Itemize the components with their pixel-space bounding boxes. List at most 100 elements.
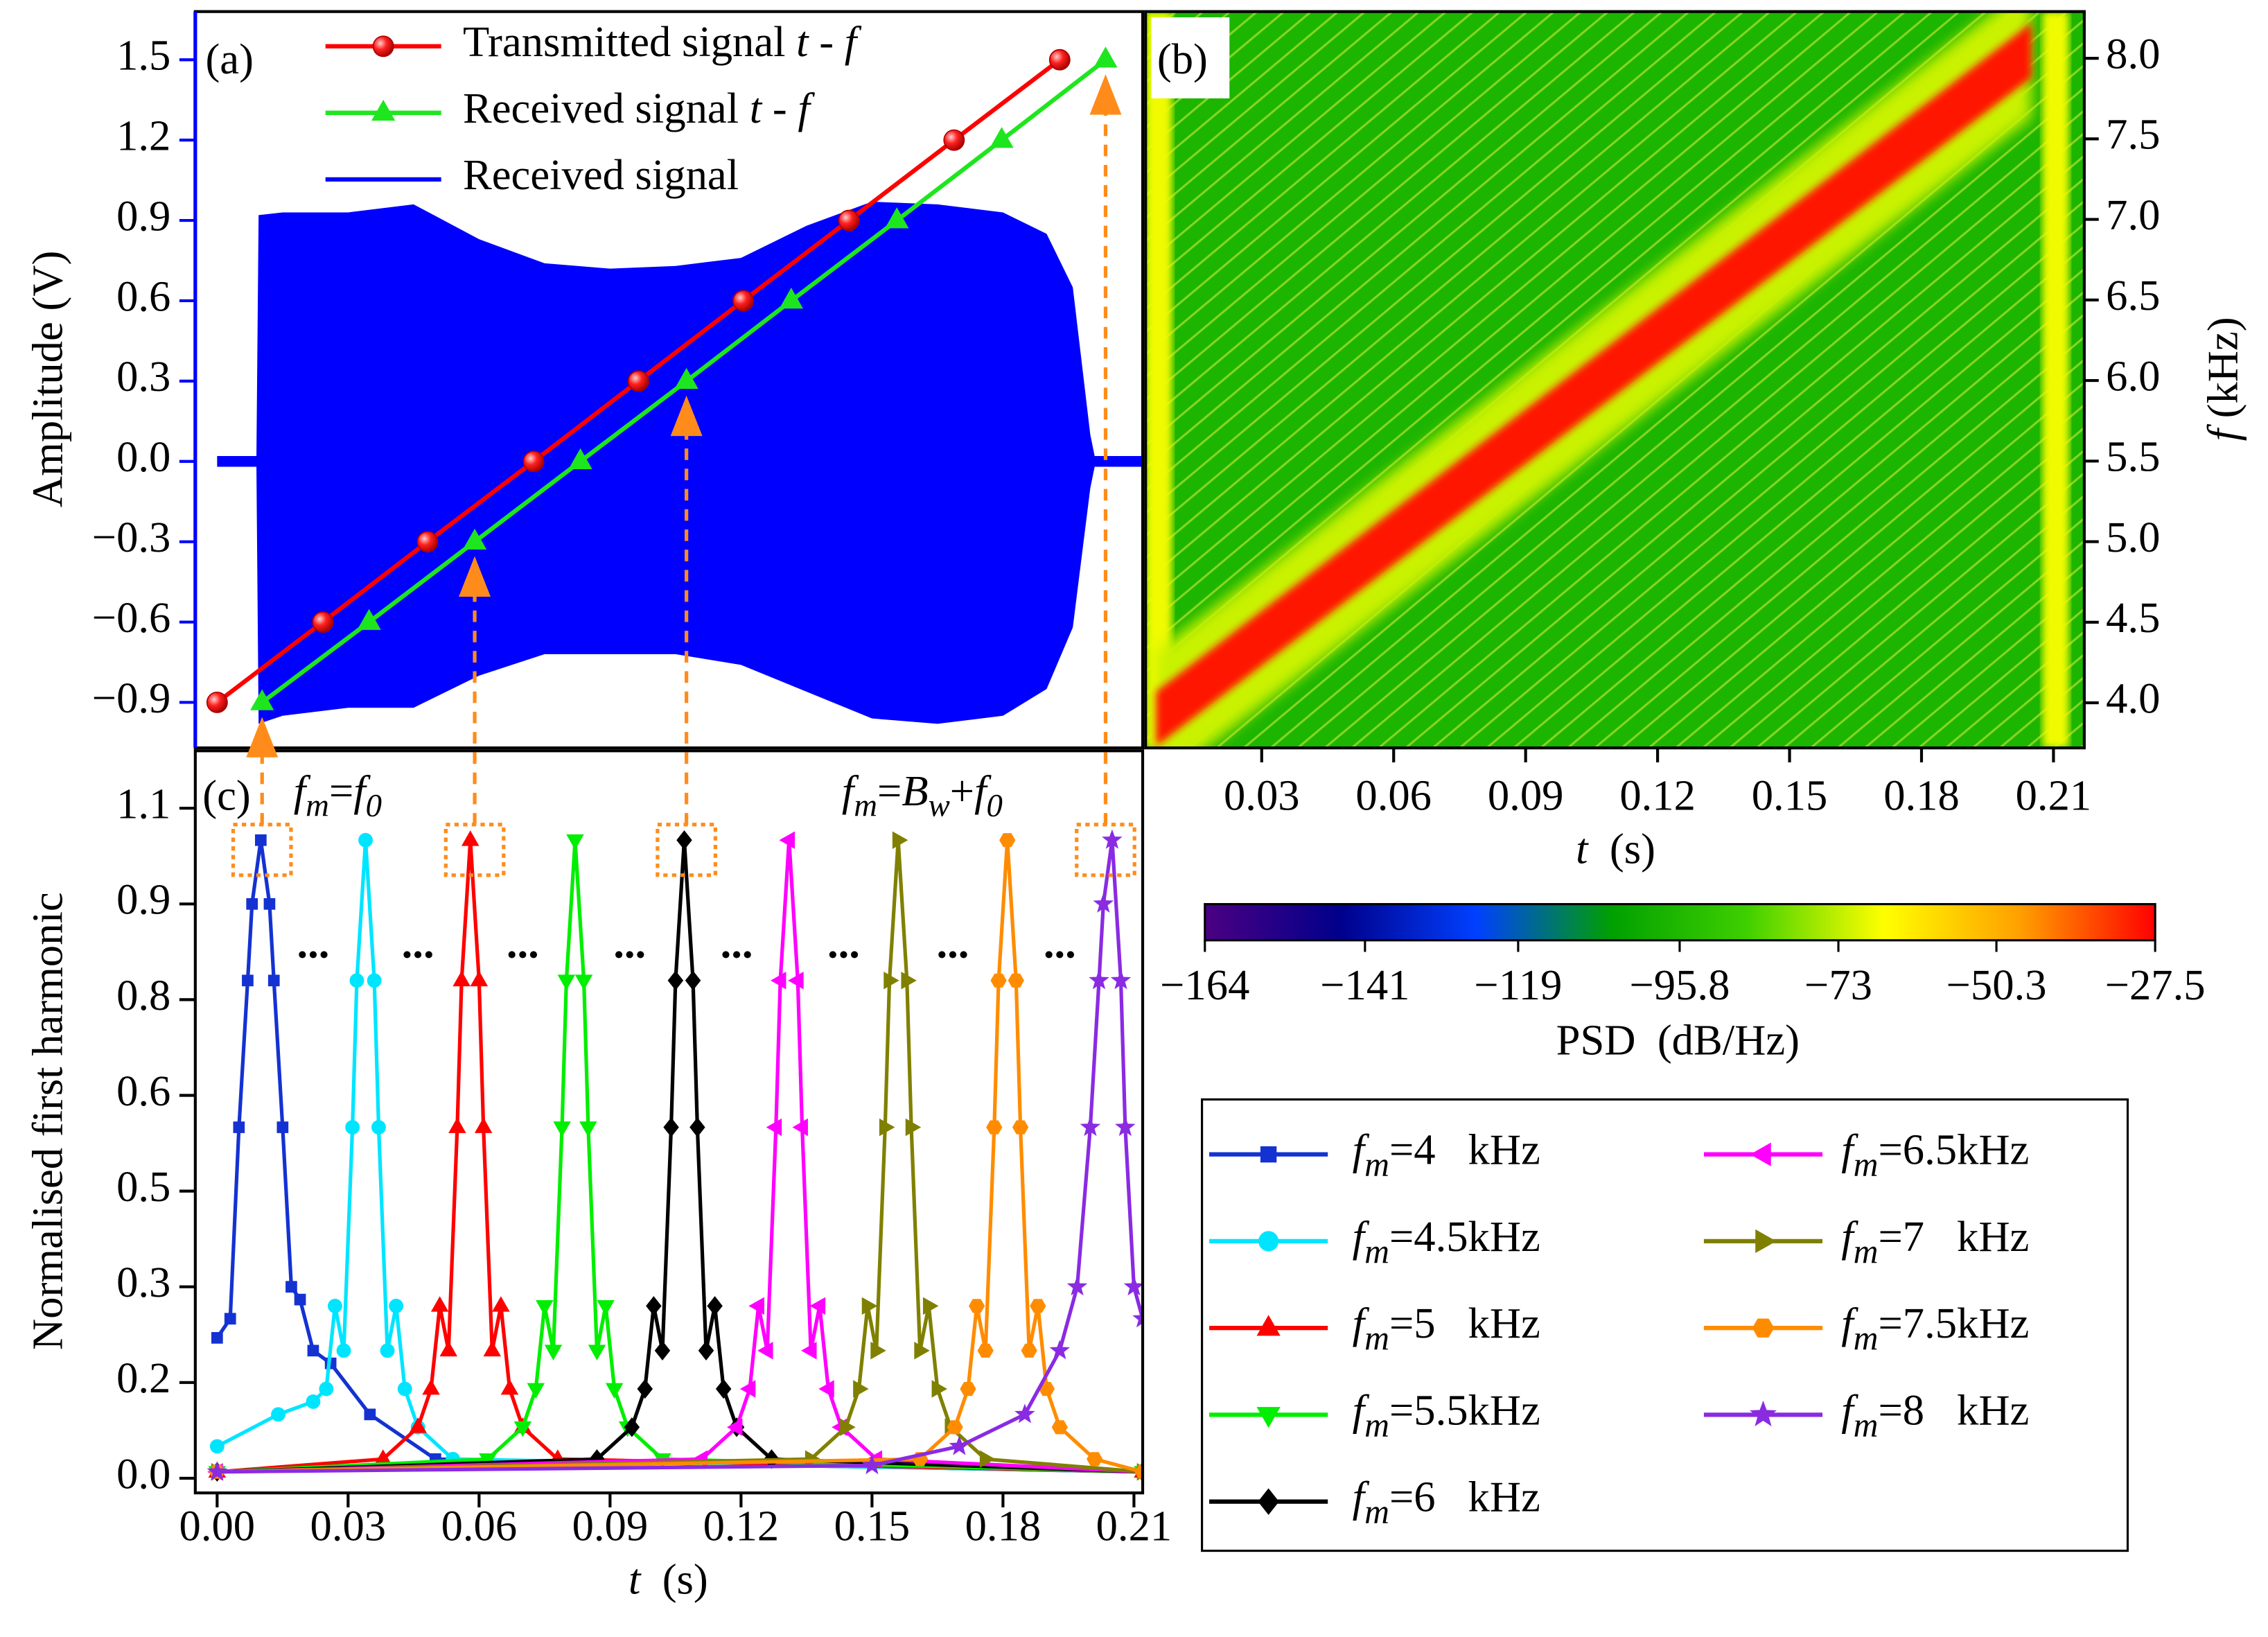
marker [637, 1378, 653, 1399]
marker [698, 1340, 714, 1360]
plot-area-b [1145, 11, 2084, 749]
marker [861, 1454, 883, 1475]
marker [914, 1342, 930, 1360]
marker [1080, 1116, 1101, 1137]
legend-label-part: =7.5kHz [1878, 1299, 2029, 1348]
marker [319, 1381, 334, 1397]
marker [905, 1118, 922, 1137]
y-tick-label: 1.2 [116, 112, 170, 160]
marker [553, 1121, 571, 1137]
marker [1752, 1318, 1775, 1338]
highlight-arrowhead [246, 717, 279, 758]
y-axis-label: f (kHz) [2199, 317, 2247, 441]
marker [209, 1439, 225, 1454]
legend-label-part: - [809, 17, 845, 66]
marker [968, 1299, 985, 1313]
x-tick-label: 0.12 [703, 1502, 780, 1550]
colorbar-tick-label: −164 [1160, 961, 1249, 1009]
x-axis-label-part: (s) [640, 1555, 707, 1604]
gap-ellipsis: ... [827, 919, 860, 968]
marker [1012, 1120, 1029, 1135]
marker [1066, 1276, 1088, 1296]
colorbar-tick-label: −141 [1320, 961, 1409, 1009]
legend-box [1201, 1098, 2129, 1552]
legend-label-part: Transmitted signal [463, 17, 796, 66]
gap-ellipsis: ... [936, 919, 969, 968]
harmonic-line [217, 840, 1143, 1474]
marker [732, 290, 754, 312]
marker [943, 129, 965, 151]
marker [588, 1345, 606, 1360]
marker [1008, 973, 1024, 988]
ridge [1156, 22, 2032, 746]
marker [597, 1299, 615, 1316]
colorbar-tick-label: −73 [1804, 961, 1872, 1009]
y-tick-label: 7.5 [2106, 110, 2160, 159]
marker [979, 1450, 996, 1469]
marker [397, 1381, 412, 1397]
harmonic-line [217, 839, 1143, 1474]
marker [1258, 1231, 1279, 1252]
marker [462, 528, 487, 550]
marker [461, 830, 480, 846]
x-axis-label-part: t [1576, 825, 1589, 873]
y-tick-label: 1.5 [116, 31, 170, 80]
marker [1132, 1308, 1143, 1328]
marker [892, 831, 908, 849]
annotation-part: w [929, 787, 950, 823]
marker [527, 1383, 545, 1399]
y-tick-label: −0.6 [92, 593, 171, 642]
highlight-arrowhead [670, 395, 703, 437]
legend-label: fm=8 kHz [1841, 1386, 2029, 1444]
x-tick-label: 0.06 [441, 1502, 518, 1550]
y-tick-label: 1.1 [116, 780, 170, 828]
marker [254, 834, 267, 846]
marker [371, 99, 396, 121]
marker [1110, 970, 1132, 990]
marker [739, 1380, 756, 1398]
x-axis-label-part: (s) [1588, 825, 1655, 873]
legend-label-part: t [796, 17, 809, 66]
y-tick-label: 0.0 [116, 1449, 170, 1498]
marker [452, 970, 471, 987]
marker [1051, 1420, 1068, 1435]
legend-label-part: m [1364, 1232, 1389, 1270]
legend-label: fm=5 kHz [1353, 1299, 1540, 1358]
y-tick-label: −0.9 [92, 674, 171, 722]
marker [947, 1420, 963, 1435]
legend-label-part: =6 kHz [1389, 1473, 1540, 1521]
x-axis-label: t (s) [628, 1555, 708, 1604]
gap-ellipsis: ... [721, 919, 753, 968]
y-tick-label: 4.0 [2106, 674, 2160, 722]
colorbar-label: PSD (dB/Hz) [1556, 1015, 1800, 1064]
marker [474, 1117, 493, 1133]
marker [1014, 1403, 1035, 1424]
marker [646, 1296, 662, 1316]
y-tick-label: 5.5 [2106, 432, 2160, 481]
x-axis-label-part: t [628, 1555, 642, 1604]
marker [1087, 1452, 1103, 1467]
legend-label-part: m [1854, 1232, 1879, 1270]
x-tick-label: 0.00 [179, 1502, 256, 1550]
legend-label-part: =5.5kHz [1389, 1386, 1540, 1435]
y-tick-label: 0.5 [116, 1162, 170, 1211]
marker [840, 1418, 856, 1437]
x-axis-label: t (s) [1576, 825, 1655, 873]
legend-label-part: m [1854, 1146, 1879, 1184]
edge-strip [1145, 11, 1172, 749]
marker [685, 970, 701, 990]
marker [448, 1117, 466, 1133]
y-tick-label: 0.0 [116, 432, 170, 481]
marker [949, 1435, 970, 1455]
harmonic-line [216, 839, 1143, 1474]
y-tick-label: 0.8 [116, 971, 170, 1019]
legend-label-part: f [845, 17, 862, 66]
legend-label: fm=4.5kHz [1353, 1212, 1540, 1270]
gap-ellipsis: ... [507, 919, 539, 968]
legend-label: Transmitted signal t - f [463, 17, 862, 66]
x-tick-label: 0.21 [2016, 771, 2092, 820]
marker [1102, 829, 1123, 849]
marker [544, 1345, 563, 1360]
marker [357, 609, 381, 630]
